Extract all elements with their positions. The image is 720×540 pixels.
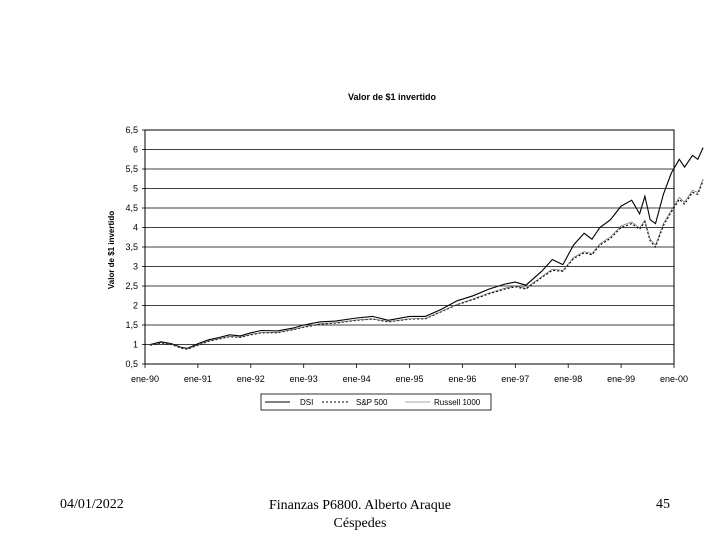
x-tick-label: ene-98: [554, 374, 582, 384]
page-number: 45: [656, 497, 670, 512]
x-tick-label: ene-95: [395, 374, 423, 384]
x-tick-label: ene-00: [660, 374, 688, 384]
y-axis: 0,5 1 1,5 2 2,5 3 3,5 4 4,5 5 5,5 6 6,5: [125, 125, 145, 369]
x-tick-label: ene-90: [131, 374, 159, 384]
series-line-1: [150, 180, 704, 350]
legend: DSI S&P 500 Russell 1000: [260, 393, 492, 411]
y-tick-label: 2: [133, 301, 138, 311]
x-tick-label: ene-96: [448, 374, 476, 384]
x-tick-label: ene-97: [501, 374, 529, 384]
x-tick-label: ene-92: [237, 374, 265, 384]
chart-title: Valor de $1 invertido: [348, 92, 437, 102]
footer-author-line2: Céspedes: [333, 516, 387, 531]
y-tick-label: 6,5: [125, 125, 138, 135]
legend-label: Russell 1000: [434, 398, 481, 407]
y-axis-label: Valor de $1 invertido: [107, 211, 116, 289]
footer-author-line1: Finanzas P6800. Alberto Araque: [269, 498, 451, 513]
y-tick-label: 4,5: [125, 203, 138, 213]
y-tick-label: 3,5: [125, 242, 138, 252]
series-line-2: [150, 178, 704, 350]
footer-author: Finanzas P6800. Alberto Araque Céspedes: [250, 497, 470, 533]
line-chart: Valor de $1 invertido Valor de $1 invert…: [107, 92, 704, 411]
series-line-0: [150, 147, 704, 349]
y-tick-label: 5: [133, 184, 138, 194]
series-group: [150, 147, 704, 350]
y-tick-label: 2,5: [125, 281, 138, 291]
x-axis: ene-90 ene-91 ene-92 ene-93 ene-94 ene-95 ene-…: [131, 364, 688, 384]
y-tick-label: 1: [133, 340, 138, 350]
y-tick-label: 4: [133, 223, 138, 233]
y-tick-label: 6: [133, 145, 138, 155]
y-tick-label: 5,5: [125, 164, 138, 174]
y-tick-label: 1,5: [125, 320, 138, 330]
x-tick-label: ene-99: [607, 374, 635, 384]
legend-label: S&P 500: [356, 398, 388, 407]
y-tick-label: 3: [133, 262, 138, 272]
legend-box: [260, 393, 492, 411]
x-tick-label: ene-91: [184, 374, 212, 384]
y-tick-label: 0,5: [125, 359, 138, 369]
x-tick-label: ene-93: [290, 374, 318, 384]
x-tick-label: ene-94: [343, 374, 371, 384]
legend-label: DSI: [300, 398, 313, 407]
gridlines: [145, 149, 674, 345]
footer-date: 04/01/2022: [60, 497, 124, 512]
